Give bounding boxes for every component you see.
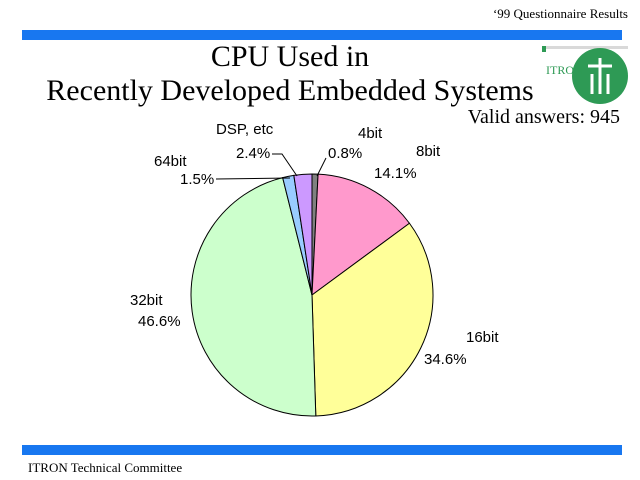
leader-lines	[215, 153, 327, 180]
slice-percent-label: 46.6%	[138, 313, 181, 330]
slice-labels: 4bit 0.8% 8bit 14.1% 16bit 34.6% 32bit 46.6% 64b…	[130, 121, 499, 368]
leader-line	[215, 177, 291, 180]
top-accent-bar	[22, 30, 622, 40]
pie-slice-16bit	[311, 222, 434, 417]
pie-slice-dsp-etc	[293, 173, 313, 296]
header-note: ‘99 Questionnaire Results	[492, 6, 628, 21]
slice-name-label: DSP, etc	[216, 121, 274, 138]
slice-percent-label: 0.8%	[328, 145, 362, 162]
slice-name-label: 32bit	[130, 292, 163, 309]
chart-title-line1: CPU Used in	[210, 40, 370, 73]
logo-text: ITRON	[546, 63, 583, 77]
slice-percent-label: 1.5%	[180, 171, 214, 188]
chart-title-line2: Recently Developed Embedded Systems	[46, 74, 534, 107]
slice-name-label: 8bit	[416, 143, 441, 160]
leader-line	[272, 153, 298, 177]
itron-logo: ITRON	[542, 46, 628, 104]
slice-name-label: 16bit	[466, 329, 499, 346]
pie-slices	[190, 173, 434, 417]
pie-slice-32bit	[190, 177, 317, 417]
slice-percent-label: 2.4%	[236, 145, 270, 162]
pie-slice-8bit	[311, 173, 411, 297]
footer-text: ITRON Technical Committee	[28, 460, 183, 475]
bottom-accent-bar	[22, 445, 622, 455]
valid-answers: Valid answers: 945	[467, 106, 620, 128]
slice-name-label: 64bit	[154, 153, 187, 170]
slice-percent-label: 14.1%	[374, 165, 417, 182]
slice-percent-label: 34.6%	[424, 351, 467, 368]
leader-line	[316, 157, 327, 177]
slice-name-label: 4bit	[358, 125, 383, 142]
